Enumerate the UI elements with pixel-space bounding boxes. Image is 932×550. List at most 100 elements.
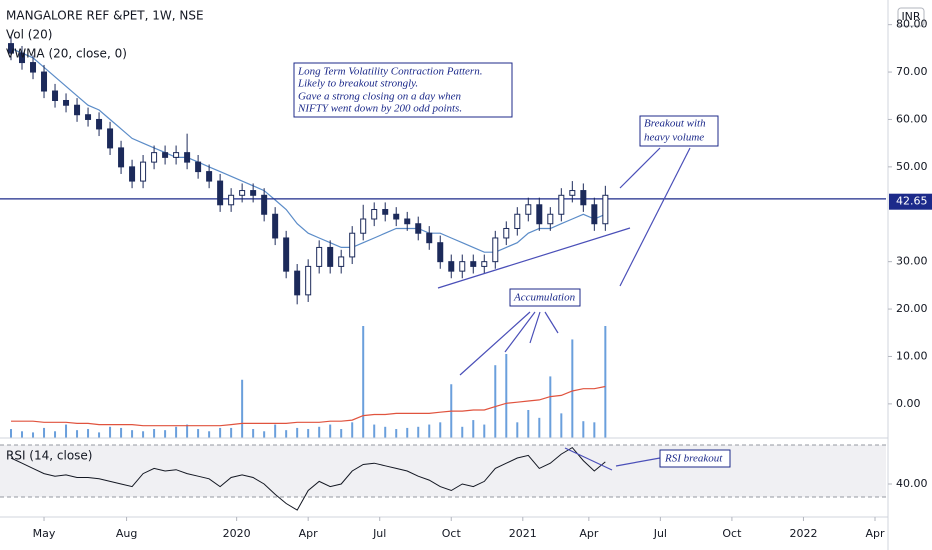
candle xyxy=(239,183,246,203)
candle xyxy=(426,226,433,250)
note-text: Long Term Volatility Contraction Pattern… xyxy=(297,66,482,78)
note-text: Likely to breakout strongly. xyxy=(297,78,418,90)
candle xyxy=(8,36,15,61)
candle-body xyxy=(184,152,191,163)
candle xyxy=(514,207,521,236)
candle-body xyxy=(52,90,59,101)
x-tick-label: Jul xyxy=(372,527,386,540)
volume-bar xyxy=(318,426,321,438)
note-box xyxy=(509,288,581,307)
candle-body xyxy=(602,194,609,225)
indicator-label: Vol (20) xyxy=(6,28,52,42)
trend-line xyxy=(564,447,613,471)
volume-bar xyxy=(461,426,464,438)
y-tick-label: 80.00 xyxy=(896,18,928,31)
candle xyxy=(162,145,169,165)
candle-body xyxy=(206,171,213,182)
candle xyxy=(316,240,323,274)
candle xyxy=(404,211,411,231)
candle-body xyxy=(63,99,70,106)
x-tick-label: Apr xyxy=(579,527,599,540)
volume-bar xyxy=(43,427,46,438)
candle-body xyxy=(514,213,521,229)
candle xyxy=(96,112,103,137)
candle xyxy=(382,202,389,222)
candle-body xyxy=(558,194,565,215)
candle xyxy=(151,145,158,170)
candle xyxy=(437,235,444,269)
candle-body xyxy=(41,71,48,92)
note-text: RSI breakout xyxy=(664,453,723,465)
currency-badge xyxy=(897,7,925,27)
volume-bar xyxy=(373,424,376,438)
y-tick-label: 60.00 xyxy=(896,112,928,125)
candle xyxy=(558,188,565,222)
indicator-label: RSI (14, close) xyxy=(6,449,92,463)
candle xyxy=(591,197,598,231)
note-text: Gave a strong closing on a day when xyxy=(298,91,462,103)
candle-body xyxy=(85,114,92,120)
x-tick-label: 2021 xyxy=(509,527,537,540)
candle-body xyxy=(162,152,169,158)
arrow xyxy=(544,311,559,334)
candle xyxy=(261,188,268,222)
x-tick-label: Aug xyxy=(116,527,137,540)
candle xyxy=(206,164,213,189)
volume-bar xyxy=(593,422,596,438)
drawings xyxy=(437,147,691,471)
y-tick-label: 20.00 xyxy=(896,302,928,315)
candle-body xyxy=(448,261,455,272)
volume-bar xyxy=(109,426,112,438)
candle xyxy=(173,145,180,165)
volume-bar xyxy=(538,417,541,438)
candle xyxy=(74,98,81,122)
volume-bar xyxy=(472,420,475,438)
candle-body xyxy=(503,227,510,239)
candle-body xyxy=(536,204,543,225)
candle xyxy=(349,226,356,265)
note-text: heavy volume xyxy=(644,132,704,144)
candle xyxy=(140,155,147,189)
volume-bar xyxy=(604,326,607,438)
candle-body xyxy=(569,190,576,196)
volume-bar xyxy=(516,422,519,438)
volume-bar xyxy=(131,430,134,438)
candle xyxy=(459,254,466,279)
volume-bar xyxy=(230,427,233,438)
arrow xyxy=(615,457,661,467)
x-tick-label: Oct xyxy=(442,527,462,540)
candle-body xyxy=(283,237,290,272)
volume-bar xyxy=(406,427,409,438)
candle xyxy=(129,159,136,189)
volume-bar xyxy=(560,413,563,438)
candle xyxy=(327,240,334,274)
volume-bar xyxy=(340,429,343,438)
candle-body xyxy=(107,128,114,149)
volume-bar xyxy=(494,365,497,438)
candle xyxy=(41,64,48,99)
candle-body xyxy=(470,261,477,267)
indicator-line xyxy=(11,385,606,427)
rsi-line xyxy=(10,446,606,511)
candle xyxy=(228,188,235,212)
candle xyxy=(85,107,92,127)
volume-bar xyxy=(505,354,508,438)
volume-bar xyxy=(54,431,57,438)
volume-bar xyxy=(582,421,585,438)
candle-body xyxy=(74,104,81,116)
candle-body xyxy=(547,213,554,225)
candle xyxy=(448,254,455,279)
candle-body xyxy=(272,213,279,239)
rsi-band xyxy=(0,444,886,498)
arrow xyxy=(619,147,661,189)
candle-body xyxy=(118,147,125,168)
candle-body xyxy=(360,218,367,234)
arrow xyxy=(619,147,691,287)
volume-bar xyxy=(65,424,68,438)
candle-body xyxy=(140,161,147,182)
note-box xyxy=(639,115,719,147)
volume-bar xyxy=(175,426,178,438)
candle-body xyxy=(261,194,268,215)
candle-body xyxy=(426,232,433,244)
x-tick-label: Oct xyxy=(722,527,742,540)
